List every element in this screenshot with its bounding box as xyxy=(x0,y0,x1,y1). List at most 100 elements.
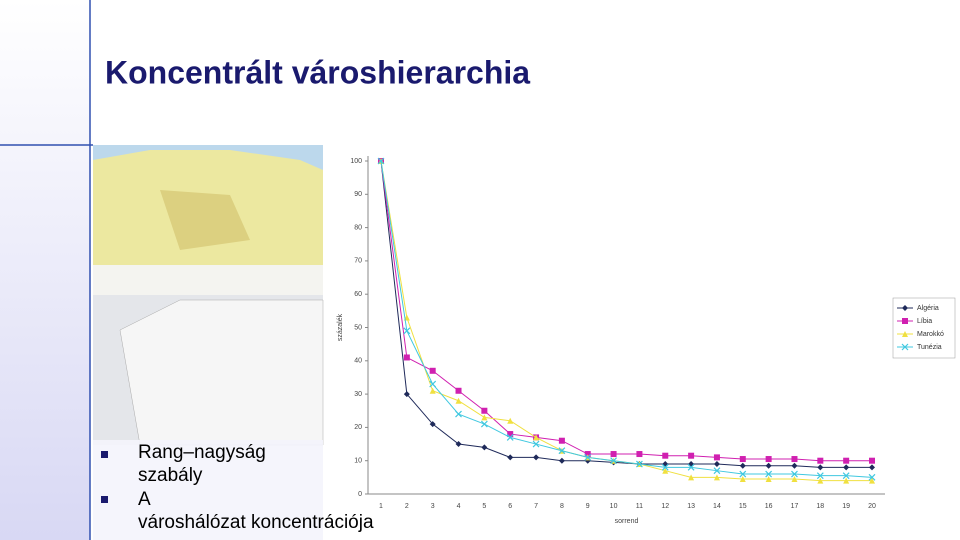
marker xyxy=(532,440,540,448)
marker xyxy=(558,447,566,455)
legend-label: Marokkó xyxy=(917,331,944,338)
x-tick-label: 17 xyxy=(791,503,799,510)
marker xyxy=(507,454,514,461)
marker xyxy=(739,470,747,478)
marker xyxy=(481,407,488,414)
y-tick-label: 80 xyxy=(354,224,362,231)
marker xyxy=(902,305,908,311)
marker xyxy=(902,331,908,337)
marker xyxy=(868,473,876,481)
marker xyxy=(584,453,592,461)
marker xyxy=(429,421,436,428)
marker xyxy=(610,451,617,458)
marker xyxy=(713,461,720,468)
marker xyxy=(843,457,850,464)
x-tick-label: 8 xyxy=(560,503,564,510)
marker xyxy=(687,463,695,471)
marker xyxy=(842,472,850,480)
x-tick-label: 6 xyxy=(508,503,512,510)
plot-area xyxy=(368,156,885,494)
marker xyxy=(584,451,591,458)
marker xyxy=(791,470,798,478)
x-tick-label: 11 xyxy=(636,503,643,510)
marker xyxy=(869,457,875,464)
x-tick-label: 3 xyxy=(431,503,435,510)
y-tick-label: 100 xyxy=(350,158,362,165)
bullet-icon xyxy=(101,451,108,458)
marker xyxy=(481,444,488,451)
y-tick-label: 90 xyxy=(354,191,362,198)
x-tick-label: 20 xyxy=(868,503,876,510)
marker xyxy=(817,477,824,484)
y-tick-label: 40 xyxy=(354,358,362,365)
marker xyxy=(429,380,437,388)
series-line xyxy=(380,160,872,468)
series-line xyxy=(380,160,872,462)
marker xyxy=(713,474,720,481)
side-gradient xyxy=(0,0,90,540)
x-tick-label: 5 xyxy=(482,503,486,510)
series-line xyxy=(380,160,873,478)
map-image xyxy=(93,145,324,446)
marker xyxy=(533,434,540,441)
y-tick-label: 70 xyxy=(354,258,362,265)
slide-title: Koncentrált városhierarchia xyxy=(105,54,530,90)
bullet: Rang–nagyság szabály xyxy=(138,442,266,486)
marker xyxy=(429,387,436,394)
marker xyxy=(765,462,772,469)
x-tick-label: 1 xyxy=(379,503,383,510)
y-tick-label: 30 xyxy=(354,391,362,398)
marker xyxy=(558,457,565,464)
marker xyxy=(869,464,875,471)
marker xyxy=(403,391,410,398)
marker xyxy=(791,462,798,469)
marker xyxy=(455,410,462,418)
legend-label: Tunézia xyxy=(917,344,942,351)
x-tick-label: 19 xyxy=(842,503,850,510)
marker xyxy=(662,467,669,474)
marker xyxy=(739,456,746,463)
x-tick-label: 7 xyxy=(534,503,538,510)
x-tick-label: 16 xyxy=(765,503,773,510)
y-tick-label: 60 xyxy=(354,291,362,298)
marker xyxy=(688,452,695,459)
marker xyxy=(533,454,540,461)
marker xyxy=(507,431,514,438)
x-tick-label: 13 xyxy=(687,503,695,510)
y-tick-label: 0 xyxy=(358,491,362,498)
marker xyxy=(506,433,514,441)
marker xyxy=(739,462,746,469)
marker xyxy=(507,417,514,424)
marker xyxy=(816,472,824,480)
x-tick-label: 14 xyxy=(713,503,721,510)
y-tick-label: 50 xyxy=(354,324,362,331)
bullet-icon xyxy=(101,496,108,503)
marker xyxy=(661,463,669,471)
y-tick-label: 10 xyxy=(354,458,362,465)
marker xyxy=(480,420,488,428)
marker xyxy=(791,476,798,483)
marker xyxy=(635,460,643,468)
marker xyxy=(791,456,798,463)
marker xyxy=(902,318,908,324)
marker xyxy=(455,387,462,394)
x-tick-label: 18 xyxy=(816,503,824,510)
marker xyxy=(817,464,824,471)
marker xyxy=(429,367,436,374)
marker xyxy=(765,456,772,463)
marker xyxy=(843,477,850,484)
marker xyxy=(403,354,410,361)
marker xyxy=(558,437,565,444)
x-tick-label: 12 xyxy=(661,503,669,510)
legend-label: Líbia xyxy=(917,318,932,325)
x-tick-label: 9 xyxy=(586,503,590,510)
x-tick-label: 2 xyxy=(405,503,409,510)
marker xyxy=(688,474,695,481)
marker xyxy=(765,476,772,483)
marker xyxy=(403,327,411,335)
marker xyxy=(843,464,850,471)
marker xyxy=(455,441,462,448)
bullet-bg xyxy=(93,440,323,540)
